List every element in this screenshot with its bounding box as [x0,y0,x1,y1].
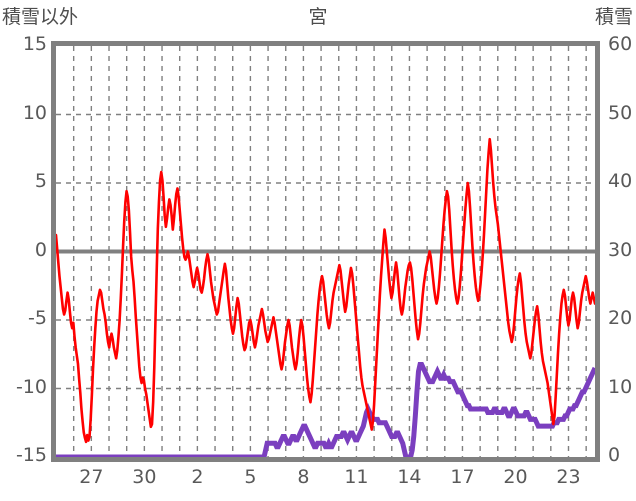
right-axis-tick-label: 40 [608,170,633,192]
x-axis-tick-label: 5 [244,466,257,488]
x-axis-tick-label: 8 [297,466,310,488]
x-axis-tick-label: 17 [450,466,475,488]
x-axis-tick-label: 14 [397,466,422,488]
x-axis-tick-label: 20 [503,466,528,488]
series-line-temperature [56,137,595,444]
page-title: 宮 [308,6,328,28]
x-axis-tick-label: 27 [79,466,104,488]
left-axis-tick-label: 0 [34,238,47,261]
x-axis-tick-label: 2 [191,466,204,488]
x-axis-tick-label: 23 [556,466,581,488]
right-axis-title: 積雪 [594,6,633,28]
x-axis-tick-label: 30 [132,466,157,488]
left-axis-tick-label: -5 [28,307,47,329]
right-axis-tick-label: 50 [608,101,633,124]
x-axis-tick-label: 11 [344,466,369,488]
right-axis-tick-label: 20 [608,307,633,329]
left-axis-tick-label: -15 [15,444,47,466]
left-axis-tick-label: -10 [15,375,47,398]
left-axis-tick-label: 10 [22,101,47,124]
series-line-snow [56,362,595,457]
left-axis-title: 積雪以外 [2,6,79,28]
right-axis-tick-label: 30 [608,238,633,261]
left-axis-tick-label: 15 [22,33,47,55]
right-axis-tick-label: 60 [608,33,633,55]
right-axis-tick-label: 10 [608,375,633,398]
chart-svg [56,46,595,457]
plot-area [56,46,595,457]
right-axis-tick-label: 0 [608,444,621,466]
left-axis-tick-label: 5 [34,170,47,192]
